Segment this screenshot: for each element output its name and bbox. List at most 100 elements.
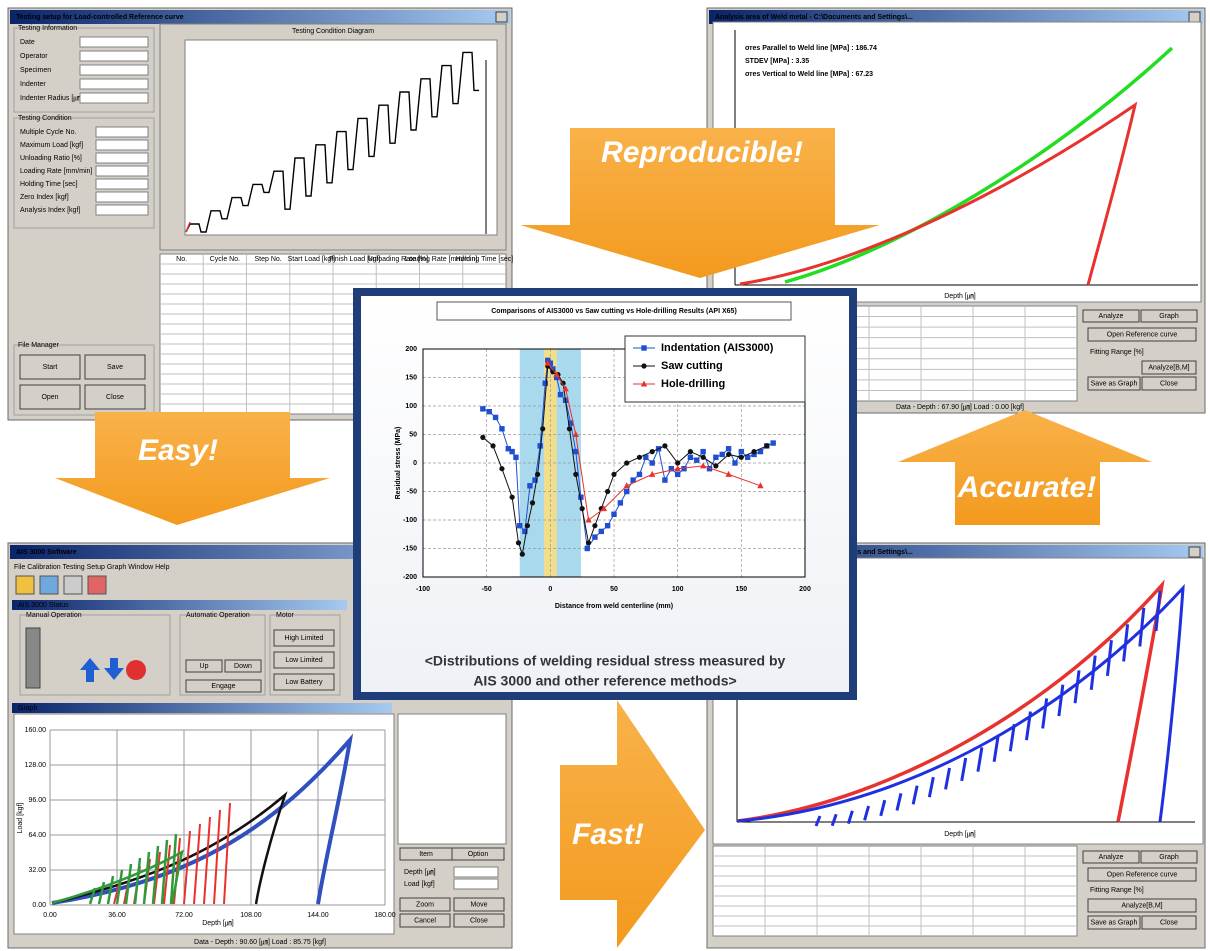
x-tick-label: 150	[735, 586, 747, 593]
input-box	[96, 205, 148, 215]
data-point	[605, 489, 610, 494]
gauge	[26, 628, 40, 688]
tick-label: 72.00	[175, 912, 193, 919]
input-box	[80, 37, 148, 47]
toolbar-icon[interactable]	[16, 576, 34, 594]
button-label: Up	[200, 663, 209, 670]
data-point	[770, 440, 775, 445]
collage: Testing setup for Load-controlled Refere…	[0, 0, 1210, 951]
button-label: Cancel	[414, 917, 436, 924]
button-label: Analyze[B,M]	[1121, 902, 1162, 909]
data-point	[520, 552, 525, 557]
field-label: Holding Time [sec]	[20, 181, 78, 188]
window-title: AIS 3000 Status	[18, 602, 69, 609]
field-label: Indenter	[20, 81, 46, 88]
data-point	[487, 409, 492, 414]
result-text: STDEV [MPa] : 3.35	[745, 58, 809, 65]
result-text: σres Parallel to Weld line [MPa] : 186.7…	[745, 45, 877, 52]
data-point	[726, 446, 731, 451]
tick-label: 0.00	[32, 902, 46, 909]
data-point	[764, 443, 769, 448]
y-axis-label: Residual stress (MPa)	[395, 427, 402, 500]
axis-label: Depth [㎛]	[202, 920, 234, 928]
button-label: Close	[1160, 380, 1178, 387]
input-box	[80, 93, 148, 103]
toolbar-icon[interactable]	[40, 576, 58, 594]
input-box	[96, 140, 148, 150]
y-tick-label: -100	[403, 517, 417, 524]
field-label: Specimen	[20, 67, 51, 74]
data-point	[585, 546, 590, 551]
button-label: Low Battery	[286, 679, 323, 686]
legend-label: Indentation (AIS3000)	[661, 342, 774, 354]
chart-title: Comparisons of AIS3000 vs Saw cutting vs…	[491, 308, 737, 315]
y-tick-label: 100	[405, 403, 417, 410]
arrow-label: Reproducible!	[601, 136, 803, 169]
close-box[interactable]	[1189, 547, 1200, 557]
data-point	[650, 449, 655, 454]
y-tick-label: -50	[407, 488, 417, 495]
data-point	[611, 472, 616, 477]
menu-bar: File Calibration Testing Setup Graph Win…	[14, 564, 170, 571]
button-label: Close	[1160, 919, 1178, 926]
x-tick-label: 0	[548, 586, 552, 593]
legend-marker	[641, 345, 646, 350]
axis-label: Depth [㎛]	[944, 293, 976, 301]
data-point	[618, 500, 623, 505]
window-title: Analysis area of Weld metal - C:\Documen…	[715, 14, 913, 21]
data-point	[540, 426, 545, 431]
data-point	[509, 449, 514, 454]
tick-label: 160.00	[25, 727, 47, 734]
y-tick-label: 150	[405, 374, 417, 381]
sub-title-bar	[12, 703, 392, 713]
data-point	[688, 449, 693, 454]
toolbar-icon[interactable]	[88, 576, 106, 594]
input-box	[80, 65, 148, 75]
data-point	[751, 449, 756, 454]
button-label: High Limited	[285, 635, 324, 642]
input-box	[96, 127, 148, 137]
stop-button[interactable]	[126, 660, 146, 680]
close-box[interactable]	[496, 12, 507, 22]
data-point	[637, 472, 642, 477]
tick-label: 0.00	[43, 912, 57, 919]
data-point	[527, 483, 532, 488]
group-label: Manual Operation	[26, 612, 82, 619]
tick-label: 36.00	[108, 912, 126, 919]
data-point	[513, 455, 518, 460]
button-label: Graph	[1159, 313, 1179, 320]
data-point	[739, 455, 744, 460]
field-label: Fitting Range [%]	[1090, 887, 1144, 894]
input-box	[96, 153, 148, 163]
page: { "windows": [ {"title": "Testing setup …	[0, 0, 1210, 951]
data-point	[662, 477, 667, 482]
toolbar-icon[interactable]	[64, 576, 82, 594]
tick-label: 180.00	[374, 912, 396, 919]
x-axis-label: Distance from weld centerline (mm)	[555, 603, 673, 610]
button-label: Option	[468, 851, 489, 858]
group-label: File Manager	[18, 342, 60, 349]
data-point	[499, 426, 504, 431]
data-point	[490, 443, 495, 448]
axis-label: Depth [㎛]	[944, 831, 976, 839]
plot-area	[185, 40, 497, 235]
tick-label: 64.00	[28, 832, 46, 839]
y-tick-label: 0	[413, 460, 417, 467]
x-tick-label: 100	[672, 586, 684, 593]
y-tick-label: 50	[409, 431, 417, 438]
button-label: Open	[41, 394, 58, 401]
data-point	[624, 460, 629, 465]
data-point	[732, 460, 737, 465]
tick-label: 144.00	[307, 912, 329, 919]
x-tick-label: -100	[416, 586, 430, 593]
table	[713, 846, 1077, 936]
window-title: Graph	[18, 705, 38, 712]
field-label: Analysis Index [kgf]	[20, 207, 80, 214]
close-box[interactable]	[1189, 12, 1200, 22]
button-label: Down	[234, 663, 252, 670]
list-box	[398, 714, 506, 844]
result-text: σres Vertical to Weld line [MPa] : 67.23	[745, 71, 873, 78]
tick-label: 108.00	[240, 912, 262, 919]
button-label: Close	[106, 394, 124, 401]
field-label: Depth [㎛]	[404, 869, 436, 877]
